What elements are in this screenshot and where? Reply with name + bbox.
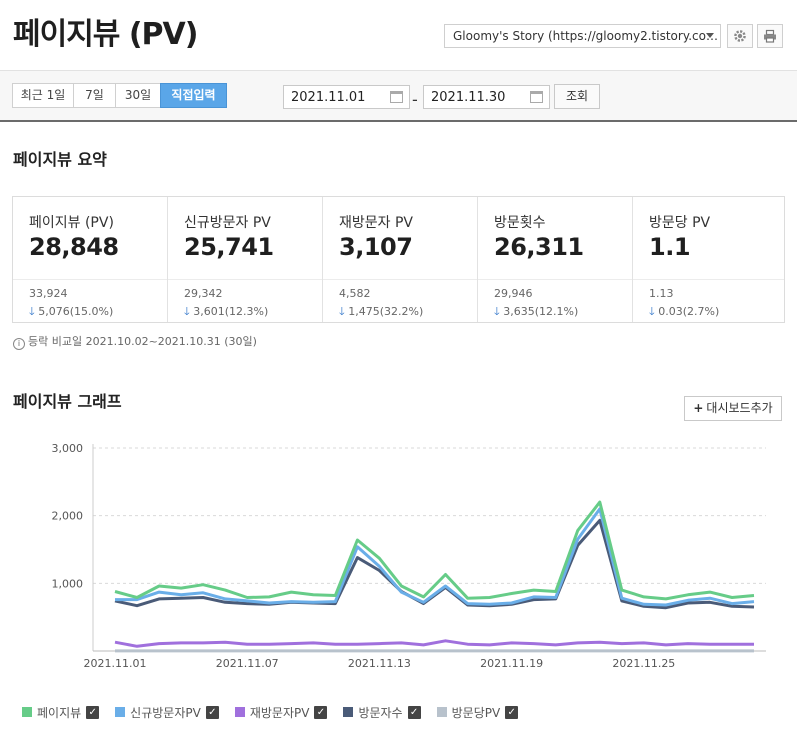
legend-checkbox-icon[interactable]: ✓ <box>314 705 328 719</box>
summary-card-pv-per-visit: 방문당 PV 1.1 1.13 🡓 0.03(2.7%) <box>633 197 784 322</box>
card-delta: 🡓 0.03(2.7%) <box>649 305 720 318</box>
series-line-pv <box>114 500 755 601</box>
x-tick-label: 2021.11.13 <box>348 657 411 670</box>
legend-item-visits[interactable]: 방문자수 ✓ <box>343 704 421 721</box>
card-delta: 🡓 5,076(15.0%) <box>29 305 114 318</box>
info-icon: i <box>13 338 25 350</box>
card-prev-value: 29,946 <box>494 287 533 300</box>
summary-card-new-visitor-pv: 신규방문자 PV 25,741 29,342 🡓 3,601(12.3%) <box>168 197 323 322</box>
legend-item-per_visit[interactable]: 방문당PV ✓ <box>436 704 519 721</box>
legend-checkbox-icon[interactable]: ✓ <box>205 705 219 719</box>
legend-item-revisit[interactable]: 재방문자PV ✓ <box>234 704 328 721</box>
pageview-line-chart: 3,000 2,000 1,000 2021.11.01 2021.11.07 2021.… <box>52 442 766 670</box>
x-tick-label: 2021.11.01 <box>84 657 147 670</box>
legend-item-new[interactable]: 신규방문자PV ✓ <box>115 704 219 721</box>
legend-item-pv[interactable]: 페이지뷰 ✓ <box>22 704 100 721</box>
legend-label: 페이지뷰 <box>37 705 82 720</box>
summary-card-visits: 방문횟수 26,311 29,946 🡓 3,635(12.1%) <box>478 197 633 322</box>
blog-select-dropdown[interactable]: Gloomy's Story (https://gloomy2.tistory.… <box>444 24 721 48</box>
summary-title: 페이지뷰 요약 <box>13 150 107 169</box>
chevron-down-icon <box>706 33 714 38</box>
legend-swatch <box>436 707 447 717</box>
legend-label: 방문자수 <box>358 705 403 720</box>
x-tick-label: 2021.11.19 <box>480 657 543 670</box>
x-tick-label: 2021.11.25 <box>612 657 675 670</box>
card-delta: 🡓 1,475(32.2%) <box>339 305 424 318</box>
arrow-down-icon: 🡓 <box>649 305 655 318</box>
card-delta: 🡓 3,601(12.3%) <box>184 305 269 318</box>
card-value: 25,741 <box>184 233 274 261</box>
card-prev-value: 4,582 <box>339 287 371 300</box>
arrow-down-icon: 🡓 <box>184 305 190 318</box>
legend-swatch <box>343 707 354 717</box>
legend-checkbox-icon[interactable]: ✓ <box>505 705 519 719</box>
card-label: 신규방문자 PV <box>184 215 271 231</box>
summary-panel: 페이지뷰 (PV) 28,848 33,924 🡓 5,076(15.0%) 신… <box>12 196 785 323</box>
y-tick-label: 2,000 <box>52 510 84 523</box>
date-range-separator: - <box>412 90 418 109</box>
period-7day-button[interactable]: 7일 <box>73 83 116 108</box>
end-date-value: 2021.11.30 <box>431 90 506 105</box>
settings-button[interactable] <box>727 24 753 48</box>
arrow-down-icon: 🡓 <box>339 305 345 318</box>
calendar-icon[interactable] <box>390 91 403 103</box>
summary-card-revisit-pv: 재방문자 PV 3,107 4,582 🡓 1,475(32.2%) <box>323 197 478 322</box>
card-label: 페이지뷰 (PV) <box>29 215 114 231</box>
card-delta: 🡓 3,635(12.1%) <box>494 305 579 318</box>
legend-swatch <box>234 707 245 717</box>
page-title: 페이지뷰 (PV) <box>13 17 198 52</box>
y-tick-label: 3,000 <box>52 442 84 455</box>
compare-note: i 등락 비교일 2021.10.02~2021.10.31 (30일) <box>13 333 257 350</box>
card-value: 3,107 <box>339 233 413 261</box>
period-30day-button[interactable]: 30일 <box>115 83 161 108</box>
query-button[interactable]: 조회 <box>554 84 600 109</box>
card-label: 방문당 PV <box>649 215 711 231</box>
gear-icon <box>734 30 746 42</box>
y-tick-label: 1,000 <box>52 577 84 590</box>
plus-icon: + <box>693 401 704 415</box>
legend-label: 방문당PV <box>451 705 501 720</box>
calendar-icon[interactable] <box>530 91 543 103</box>
x-tick-label: 2021.11.07 <box>216 657 279 670</box>
series-line-new <box>115 507 755 607</box>
series-line-revisit <box>114 639 754 648</box>
arrow-down-icon: 🡓 <box>494 305 500 318</box>
end-date-input[interactable]: 2021.11.30 <box>423 85 550 109</box>
legend-label: 재방문자PV <box>249 705 310 720</box>
period-custom-button[interactable]: 직접입력 <box>160 83 227 108</box>
start-date-input[interactable]: 2021.11.01 <box>283 85 410 109</box>
card-label: 재방문자 PV <box>339 215 413 231</box>
legend-checkbox-icon[interactable]: ✓ <box>407 705 421 719</box>
card-prev-value: 29,342 <box>184 287 223 300</box>
start-date-value: 2021.11.01 <box>291 90 366 105</box>
card-prev-value: 33,924 <box>29 287 68 300</box>
legend-swatch <box>22 707 32 717</box>
graph-title: 페이지뷰 그래프 <box>13 392 122 411</box>
add-to-dashboard-button[interactable]: + 대시보드추가 <box>684 396 782 421</box>
legend-checkbox-icon[interactable]: ✓ <box>86 705 100 719</box>
card-value: 28,848 <box>29 233 119 261</box>
blog-select-value: Gloomy's Story (https://gloomy2.tistory.… <box>453 29 718 43</box>
print-button[interactable] <box>757 24 783 48</box>
card-prev-value: 1.13 <box>649 287 674 300</box>
card-value: 26,311 <box>494 233 584 261</box>
period-1day-button[interactable]: 최근 1일 <box>12 83 74 108</box>
chart-legend: 페이지뷰 ✓ 신규방문자PV ✓ 재방문자PV ✓ 방문자수 ✓ 방문당PV ✓ <box>22 703 534 721</box>
card-value: 1.1 <box>649 233 691 261</box>
period-toolbar: 최근 1일 7일 30일 직접입력 2021.11.01 2021.11.30 <box>0 70 797 122</box>
printer-icon <box>764 29 776 43</box>
summary-card-pv: 페이지뷰 (PV) 28,848 33,924 🡓 5,076(15.0%) <box>13 197 168 322</box>
legend-label: 신규방문자PV <box>130 705 201 720</box>
legend-swatch <box>115 707 126 717</box>
card-label: 방문횟수 <box>494 215 546 231</box>
arrow-down-icon: 🡓 <box>29 305 35 318</box>
